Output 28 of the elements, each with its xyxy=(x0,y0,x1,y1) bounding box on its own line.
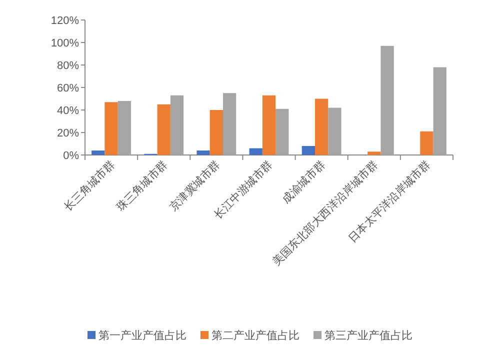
y-tick-label: 120% xyxy=(50,15,80,27)
bar xyxy=(196,150,210,155)
bar xyxy=(249,148,262,155)
bar xyxy=(210,110,223,155)
bar xyxy=(433,67,446,155)
y-tick-label: 20% xyxy=(56,128,80,140)
y-tick-label: 60% xyxy=(56,82,80,94)
bar xyxy=(92,150,105,155)
bar xyxy=(104,102,118,155)
bar xyxy=(328,108,342,155)
legend-label: 第一产业产值占比 xyxy=(98,329,186,342)
bar xyxy=(302,146,315,155)
bar xyxy=(170,95,184,155)
y-tick-label: 80% xyxy=(56,60,80,72)
bar xyxy=(380,46,394,155)
bar xyxy=(315,98,328,155)
bar xyxy=(223,93,236,155)
bar xyxy=(118,101,131,155)
y-tick-label: 100% xyxy=(50,38,80,50)
bar xyxy=(262,95,276,155)
x-tick-label: 成渝城市群 xyxy=(280,158,328,206)
bar xyxy=(157,104,170,155)
bar xyxy=(368,152,381,155)
legend-label: 第二产业产值占比 xyxy=(212,329,300,342)
y-tick-label: 40% xyxy=(56,105,80,117)
bar xyxy=(276,108,289,155)
legend-label: 第三产业产值占比 xyxy=(324,329,412,342)
bar xyxy=(420,131,434,155)
